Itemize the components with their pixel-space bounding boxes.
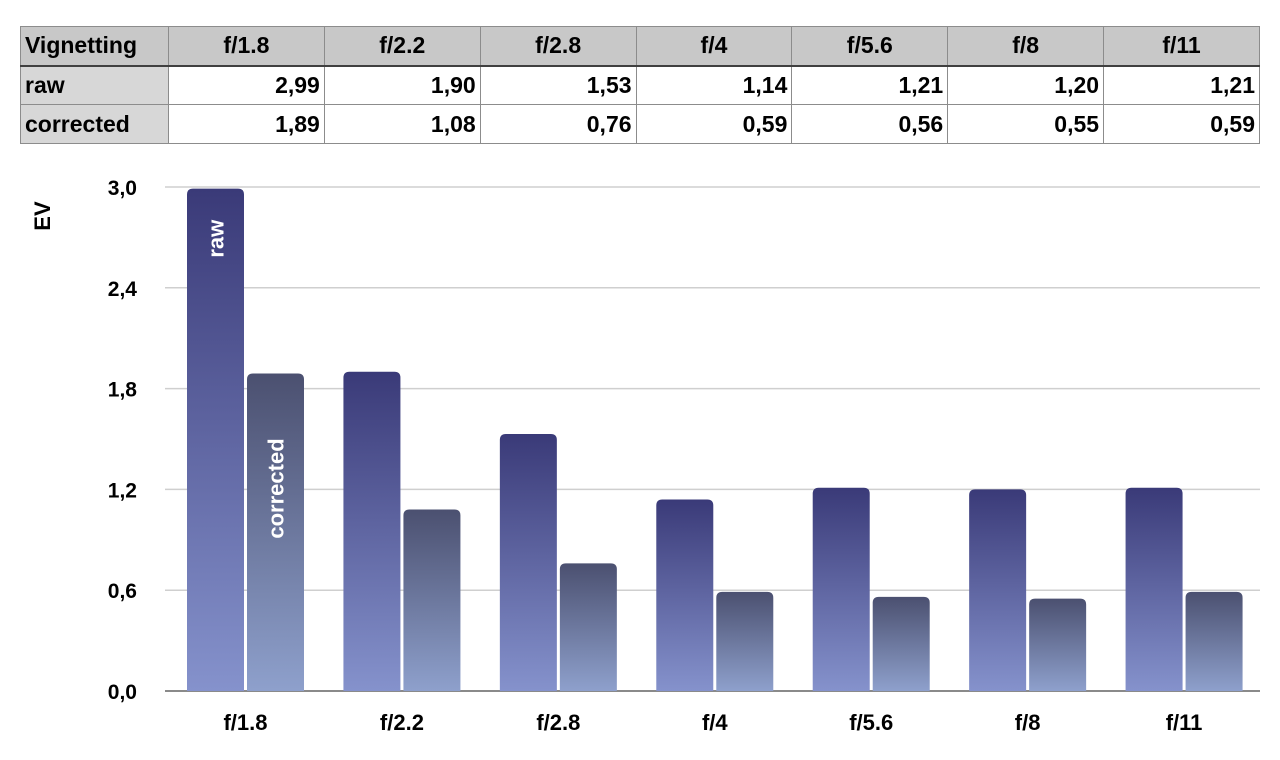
vignetting-table: Vignetting f/1.8 f/2.2 f/2.8 f/4 f/5.6 f…	[20, 26, 1260, 144]
column-header: f/2.2	[323, 26, 481, 67]
x-tick-label: f/2.8	[536, 710, 580, 735]
bar-raw-f28	[499, 433, 557, 691]
x-tick-label: f/8	[1015, 710, 1041, 735]
table-cell: 0,56	[791, 104, 949, 144]
column-header: f/4	[635, 26, 793, 67]
series-label-raw: raw	[204, 219, 229, 258]
y-tick-label: 3,0	[108, 177, 137, 200]
y-axis-label: EV	[30, 201, 55, 231]
column-header: f/8	[947, 26, 1105, 67]
column-header: f/1.8	[168, 26, 325, 67]
table-cell: 0,59	[1103, 104, 1260, 144]
x-tick-label: f/1.8	[223, 710, 267, 735]
bar-corrected-f22	[403, 509, 461, 691]
series-label-corrected: corrected	[264, 438, 289, 538]
y-tick-label: 2,4	[108, 278, 138, 301]
table-cell: 1,21	[1103, 65, 1260, 105]
bar-raw-f56	[812, 487, 870, 691]
column-header: f/2.8	[479, 26, 637, 67]
bar-corrected-f8	[1029, 598, 1087, 691]
x-tick-label: f/5.6	[849, 710, 893, 735]
column-header: f/5.6	[791, 26, 949, 67]
row-label: corrected	[20, 104, 169, 144]
table-cell: 0,55	[947, 104, 1105, 144]
table-cell: 2,99	[168, 65, 325, 105]
table-cell: 0,59	[635, 104, 793, 144]
vignetting-bar-chart: raw corrected 0,0 0,6 1,2 1,8 2,4 3,0 f/1.8 f/2…	[30, 177, 1260, 735]
bar-corrected-f28	[559, 563, 617, 691]
table-cell: 1,53	[479, 65, 637, 105]
column-header: f/11	[1103, 26, 1260, 67]
x-axis-ticks: f/1.8 f/2.2 f/2.8 f/4 f/5.6 f/8 f/11	[223, 710, 1202, 735]
bar-raw-f4	[656, 499, 714, 691]
bar-corrected-f4	[716, 591, 774, 691]
y-axis-ticks: 0,0 0,6 1,2 1,8 2,4 3,0	[108, 177, 138, 704]
bar-corrected-f18	[247, 373, 304, 691]
table-row-corrected: corrected 1,89 1,08 0,76 0,59 0,56 0,55 …	[20, 104, 1260, 144]
table-cell: 1,90	[323, 65, 481, 105]
table-cell: 1,20	[947, 65, 1105, 105]
y-tick-label: 0,6	[108, 580, 137, 603]
x-tick-label: f/11	[1166, 710, 1203, 735]
table-header-row: Vignetting f/1.8 f/2.2 f/2.8 f/4 f/5.6 f…	[20, 26, 1260, 67]
y-tick-label: 1,8	[108, 379, 138, 402]
bars: raw corrected	[187, 188, 1243, 691]
table-cell: 1,21	[791, 65, 949, 105]
table-corner-label: Vignetting	[20, 26, 169, 67]
table-cell: 1,14	[635, 65, 793, 105]
row-label: raw	[20, 65, 169, 105]
x-tick-label: f/4	[702, 710, 728, 735]
bar-raw-f8	[969, 489, 1027, 691]
bar-raw-f22	[343, 371, 401, 691]
bar-corrected-f11	[1185, 591, 1243, 691]
table-row-raw: raw 2,99 1,90 1,53 1,14 1,21 1,20 1,21	[20, 65, 1260, 105]
y-tick-label: 1,2	[108, 479, 137, 502]
bar-corrected-f56	[872, 596, 930, 691]
bar-raw-f11	[1125, 487, 1183, 691]
y-tick-label: 0,0	[108, 681, 137, 704]
x-tick-label: f/2.2	[380, 710, 424, 735]
table-cell: 1,89	[168, 104, 325, 144]
table-cell: 0,76	[479, 104, 637, 144]
table-cell: 1,08	[323, 104, 481, 144]
bar-raw-f18	[187, 188, 244, 691]
